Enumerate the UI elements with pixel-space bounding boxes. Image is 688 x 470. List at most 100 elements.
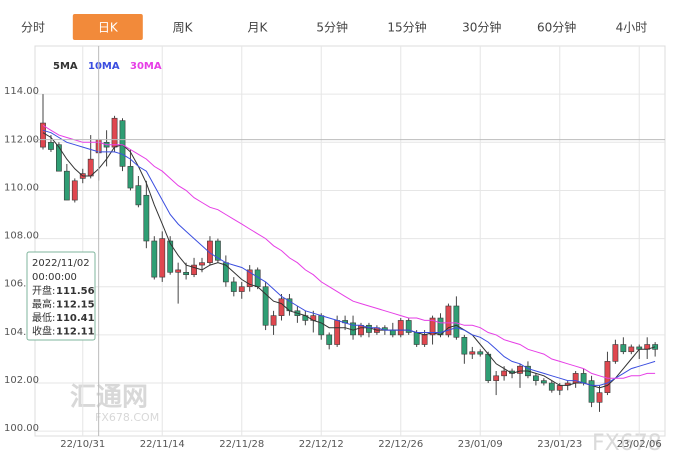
candle-body <box>191 264 197 276</box>
candle-body <box>389 329 396 336</box>
candle-body <box>246 269 253 288</box>
candle-body <box>540 380 547 384</box>
candle-body <box>175 269 182 273</box>
tooltip-value: 110.41 <box>56 313 95 324</box>
ma-line <box>42 129 656 386</box>
candle-body <box>445 305 452 336</box>
ma-line <box>42 132 656 389</box>
x-tick-label: 23/02/06 <box>617 439 662 450</box>
plot-frame <box>34 45 666 437</box>
candle-body <box>167 240 174 273</box>
tooltip-value: 112.15 <box>56 300 95 311</box>
candle-body <box>358 324 364 336</box>
candle-body <box>413 332 420 345</box>
candle-body <box>461 336 468 355</box>
tab[interactable]: 周K <box>173 21 194 35</box>
tooltip-date: 2022/11/02 <box>32 258 90 269</box>
tooltip-value: 112.11 <box>56 327 95 338</box>
tab[interactable]: 30分钟 <box>462 20 501 35</box>
candle-body <box>40 122 46 148</box>
candle-body <box>405 320 412 333</box>
active-tab-bg <box>72 14 143 40</box>
x-tick-label: 22/11/28 <box>219 439 264 450</box>
candle-body <box>230 281 237 292</box>
tooltip-label: 最低: <box>32 311 55 324</box>
y-tick-label: 100.00 <box>4 423 39 434</box>
x-tick-label: 22/10/31 <box>60 439 105 450</box>
ma-line <box>42 124 656 379</box>
candle-body <box>556 385 563 391</box>
y-tick-label: 106.00 <box>4 279 39 290</box>
candle-body <box>143 194 150 242</box>
candle-body <box>485 353 492 381</box>
x-tick-label: 23/01/23 <box>537 439 582 450</box>
candle-body <box>71 180 78 201</box>
candle-body <box>238 286 245 292</box>
candle-body <box>334 320 341 345</box>
y-tick-label: 114.00 <box>4 86 39 97</box>
candle-body <box>652 344 659 350</box>
watermark-site: FX678.COM <box>95 411 159 424</box>
candle-body <box>159 238 166 278</box>
candle-body <box>207 240 213 263</box>
tab[interactable]: 月K <box>247 21 268 35</box>
candle-body <box>270 315 277 326</box>
tooltip-box <box>26 251 96 341</box>
y-tick-label: 108.00 <box>4 231 39 242</box>
tab[interactable]: 日K <box>98 21 119 35</box>
watermark-brand: 汇通网 <box>70 383 148 413</box>
tab[interactable]: 5分钟 <box>316 20 348 35</box>
x-tick-label: 23/01/09 <box>458 439 503 450</box>
tab[interactable]: 15分钟 <box>387 20 426 35</box>
candle-body <box>580 373 587 384</box>
candle-body <box>493 375 500 381</box>
tooltip-label: 开盘: <box>32 284 55 297</box>
tab[interactable]: 分时 <box>21 21 45 35</box>
candle-body <box>366 324 372 333</box>
legend-entry: 30MA <box>130 61 162 72</box>
y-tick-label: 112.00 <box>4 134 39 145</box>
candle-body <box>548 382 555 391</box>
candle-body <box>429 317 436 336</box>
tooltip-label: 收盘: <box>32 325 55 338</box>
candle-body <box>199 262 205 266</box>
x-tick-label: 22/12/12 <box>299 439 344 450</box>
candle-body <box>604 361 611 393</box>
watermark-corner: FX678 <box>592 431 662 456</box>
candle-body <box>628 346 635 353</box>
candle-body <box>326 334 333 345</box>
candle-body <box>278 298 285 316</box>
candle-body <box>215 240 221 261</box>
tab[interactable]: 60分钟 <box>537 20 576 35</box>
candle-body <box>477 351 484 355</box>
candle-body <box>501 370 507 377</box>
candle-body <box>55 144 62 172</box>
y-tick-label: 104.00 <box>4 327 39 338</box>
candle-body <box>127 166 134 189</box>
legend-entry: 10MA <box>88 61 120 72</box>
y-tick-label: 102.00 <box>4 375 39 386</box>
candle-body <box>588 380 595 403</box>
candle-body <box>48 141 54 150</box>
candle-body <box>87 158 94 177</box>
x-tick-label: 22/12/26 <box>378 439 423 450</box>
candle-body <box>453 305 460 338</box>
candle-body <box>151 240 158 278</box>
candle-body <box>532 375 539 381</box>
tab[interactable]: 4小时 <box>616 21 648 35</box>
candle-body <box>318 315 325 336</box>
x-tick-label: 22/11/14 <box>140 439 185 450</box>
candle-body <box>119 120 126 167</box>
candle-body <box>596 392 603 403</box>
candle-body <box>262 286 269 326</box>
y-tick-label: 110.00 <box>4 182 39 193</box>
candle-body <box>397 320 404 336</box>
candle-body <box>183 271 189 276</box>
candle-body <box>517 365 523 374</box>
tooltip-value: 111.56 <box>56 286 95 297</box>
legend-entry: 5MA <box>53 61 78 72</box>
tooltip-label: 最高: <box>32 298 55 311</box>
candle-body <box>135 185 142 206</box>
